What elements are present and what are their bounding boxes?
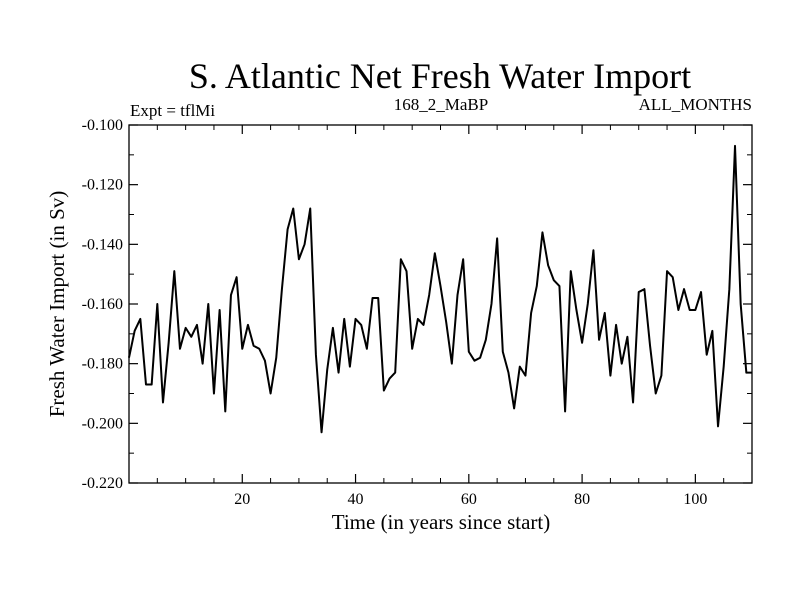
y-tick-label: -0.200: [82, 415, 123, 432]
x-tick-label: 40: [348, 491, 364, 508]
y-tick-label: -0.180: [82, 356, 123, 373]
y-tick-label: -0.220: [82, 475, 123, 492]
plot-frame: [128, 124, 753, 484]
y-axis: -0.100 -0.120 -0.140 -0.160 -0.180 -0.200 -0.2…: [82, 117, 752, 492]
y-tick-label: -0.120: [82, 177, 123, 194]
y-tick-label: -0.100: [82, 117, 123, 134]
y-axis-title: Fresh Water Import (in Sv): [45, 191, 69, 418]
experiment-label: Expt = tflMi: [130, 101, 215, 120]
chart-title: S. Atlantic Net Fresh Water Import: [189, 56, 691, 96]
x-tick-label: 60: [461, 491, 477, 508]
x-tick-label: 100: [683, 491, 707, 508]
x-axis-title: Time (in years since start): [332, 510, 551, 534]
x-tick-label: 80: [574, 491, 590, 508]
x-axis: 20 40 60 80 100: [156, 125, 725, 508]
months-label: ALL_MONTHS: [639, 95, 752, 114]
y-tick-label: -0.140: [82, 236, 123, 253]
y-tick-label: -0.160: [82, 296, 123, 313]
data-line: [128, 144, 752, 434]
x-tick-label: 20: [234, 491, 250, 508]
run-label: 168_2_MaBP: [394, 95, 488, 114]
